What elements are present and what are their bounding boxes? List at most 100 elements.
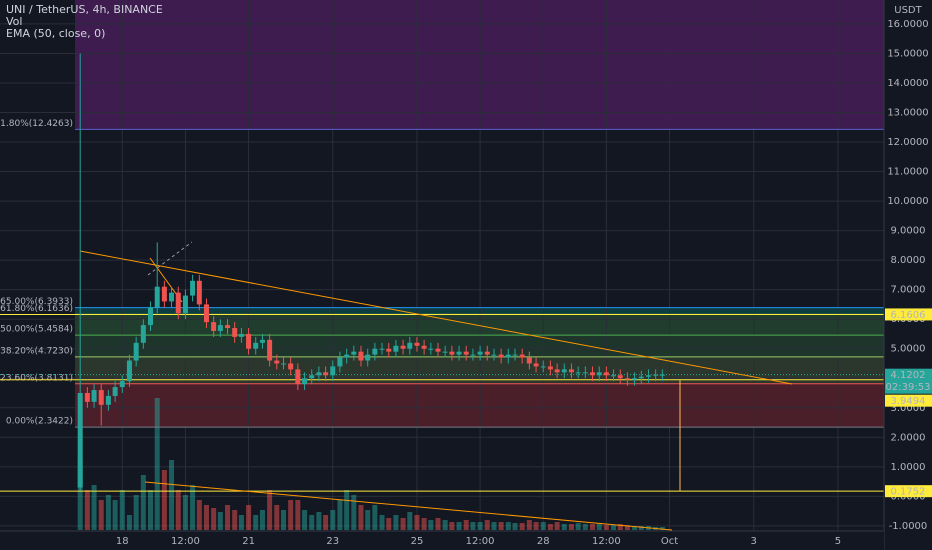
candle-body (309, 375, 315, 379)
candle-body (519, 354, 525, 358)
candle-body (323, 372, 329, 376)
volume-bar (428, 520, 434, 530)
candle-body (217, 325, 223, 331)
volume-bar (309, 515, 315, 530)
y-tick-label: 7.0000 (891, 285, 926, 296)
volume-bar (400, 518, 406, 530)
y-tick-label: 12.0000 (887, 137, 928, 148)
volume-bar (126, 515, 132, 530)
candle-body (253, 342, 259, 349)
volume-bar (512, 523, 518, 530)
volume-bar (274, 505, 280, 530)
volume-bar (372, 505, 378, 530)
candle-body (246, 333, 252, 349)
y-tick-label: 13.0000 (887, 107, 928, 118)
volume-bar (161, 470, 167, 530)
candle-body (169, 292, 175, 302)
y-tick-label: 15.0000 (887, 48, 928, 59)
price-tag (885, 485, 932, 498)
y-tick-label: 10.0000 (887, 196, 928, 207)
volume-bar (140, 475, 146, 530)
candle-body (575, 372, 581, 374)
candle-body (372, 348, 378, 355)
fib-levels: 161.80%(12.4263) 65.00%(6.3933)61.80%(6.1… (0, 119, 884, 428)
candle-body (484, 351, 490, 355)
candle-body (414, 342, 420, 346)
candle-body (316, 372, 322, 376)
candle-body (463, 351, 469, 355)
candle-body (512, 354, 518, 356)
x-tick-label: 28 (537, 536, 550, 547)
price-tag-label: 0.1752 (891, 487, 926, 498)
volume-bar (225, 505, 231, 530)
candle-body (386, 348, 392, 352)
volume-bar (632, 526, 638, 530)
volume-bar (442, 520, 448, 530)
candle-body (232, 328, 238, 337)
volume-bar (316, 512, 322, 530)
volume-bar (77, 460, 83, 530)
volume-bar (540, 522, 546, 530)
x-tick-label: 3 (751, 536, 757, 547)
volume-bar (351, 495, 357, 530)
volume-bar (119, 490, 125, 530)
price-tag-label: 4.1202 (891, 370, 926, 381)
candle-body (274, 360, 280, 364)
volume-bar (288, 500, 294, 530)
candle-body (147, 307, 153, 326)
volume-bar (154, 398, 160, 530)
volume-bar (358, 505, 364, 530)
candle-body (203, 304, 209, 323)
candle-body (105, 395, 111, 405)
volume-bar (91, 485, 97, 530)
volume-bar (624, 525, 630, 530)
volume-bar (470, 522, 476, 530)
volume-bar (330, 510, 336, 530)
y-tick-label: 16.0000 (887, 19, 928, 30)
fib-label: 50.00%(5.4584) (0, 325, 73, 335)
volume-bar (259, 510, 265, 530)
volume-bar (238, 515, 244, 530)
volume-bar (568, 524, 574, 530)
volume-bar (407, 512, 413, 530)
price-axis (884, 0, 932, 550)
volume-bar (84, 490, 90, 530)
candle-body (596, 372, 602, 376)
y-tick-label: 3.0000 (891, 403, 926, 414)
candle-body (267, 339, 273, 361)
y-tick-label: -1.0000 (889, 521, 928, 532)
volume-bar (596, 524, 602, 530)
y-tick-label: 14.0000 (887, 78, 928, 89)
candle-body (547, 366, 553, 370)
candle-body (302, 378, 308, 385)
candle-body (238, 333, 244, 337)
price-tag (885, 394, 932, 407)
y-tick-label: 11.0000 (887, 167, 928, 178)
candle-body (498, 354, 504, 358)
volume-bar (638, 526, 644, 530)
fib-band (75, 383, 884, 428)
volume-bar (449, 522, 455, 530)
grid (0, 0, 884, 530)
volume-bar (190, 485, 196, 530)
volume-bar (337, 500, 343, 530)
candle-body (477, 351, 483, 355)
y-tick-label: 8.0000 (891, 255, 926, 266)
volume-bar (505, 522, 511, 530)
candle-body (175, 292, 181, 314)
candle-body (196, 280, 202, 305)
candle-body (351, 351, 357, 355)
candle-body (456, 351, 462, 355)
volume-bar (498, 522, 504, 530)
volume-bar (477, 522, 483, 530)
candle-body (435, 348, 441, 352)
y-tick-label: 2.0000 (891, 432, 926, 443)
candle-body (421, 345, 427, 349)
indicator: EMA (50, close, 0) (6, 27, 105, 40)
candle-body (288, 363, 294, 370)
volume-bar (147, 490, 153, 530)
candle-body (182, 295, 188, 314)
x-tick-label: 18 (116, 536, 129, 547)
volume-trend-line (144, 481, 673, 531)
candle-body (407, 342, 413, 349)
